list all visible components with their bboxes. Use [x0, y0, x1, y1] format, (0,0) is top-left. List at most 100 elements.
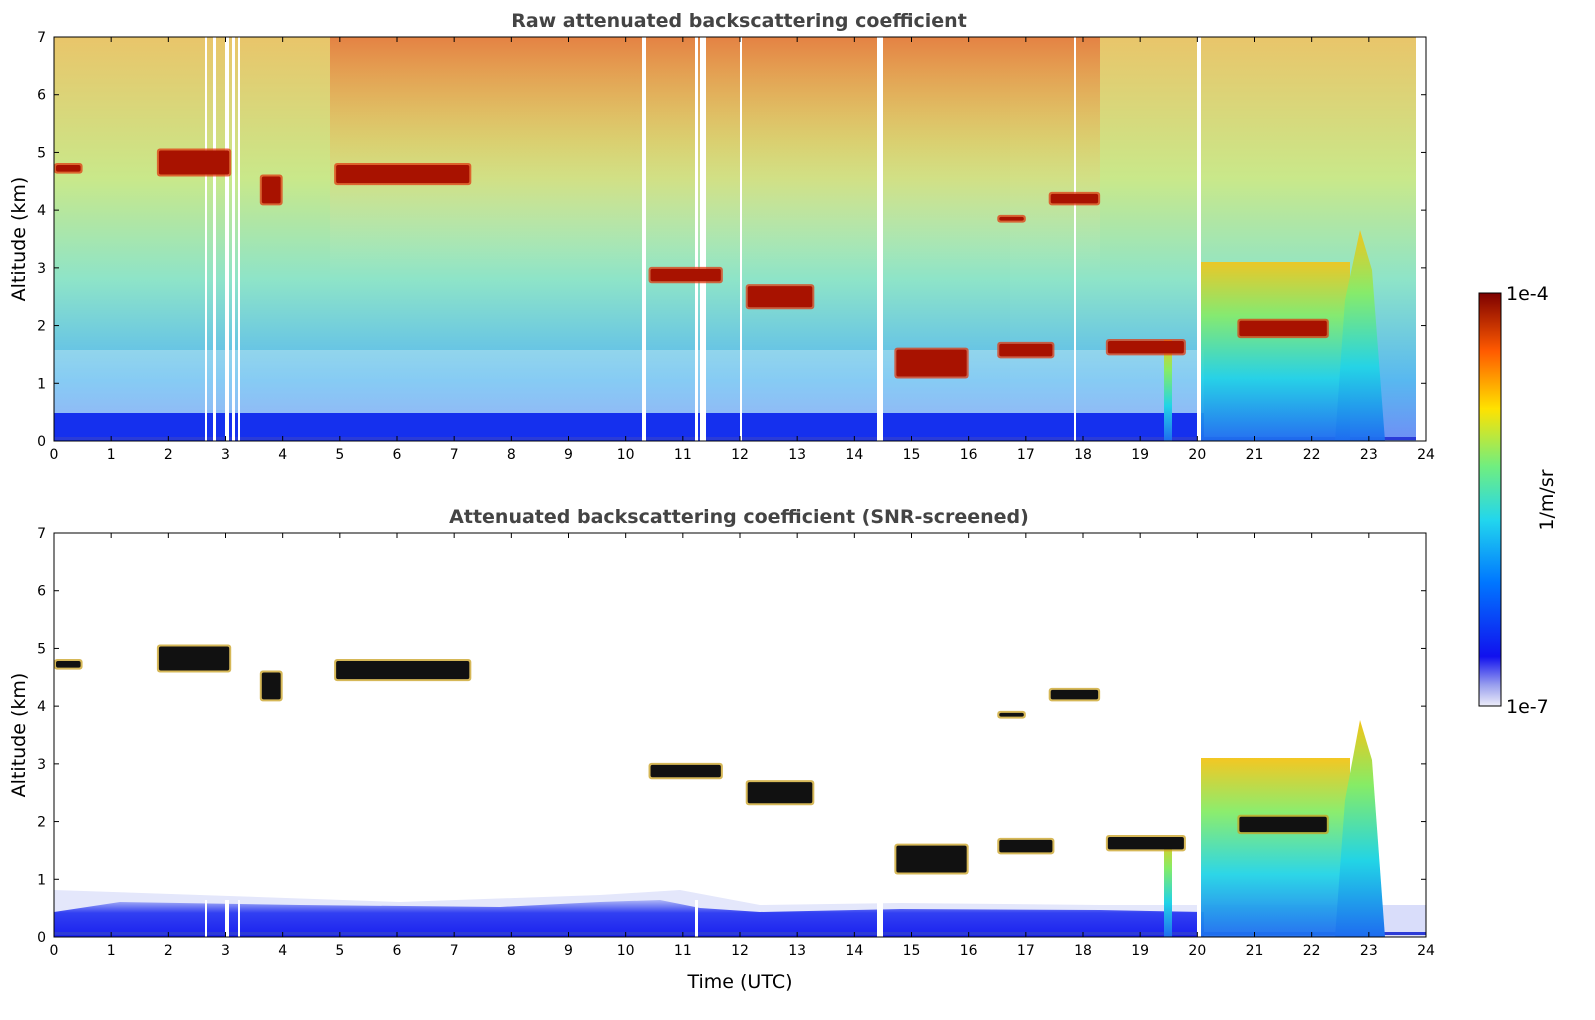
screened-data-gaps: [205, 758, 1201, 937]
screened-y-tick-label: 4: [37, 699, 46, 715]
raw-x-tick-label: 13: [788, 447, 806, 463]
screened-cloud-layer: [1107, 837, 1184, 850]
raw-cloud-layer: [1239, 320, 1327, 337]
screened-x-tick-label: 16: [960, 943, 978, 959]
raw-x-tick-label: 22: [1303, 447, 1321, 463]
screened-x-tick-label: 15: [903, 943, 921, 959]
raw-y-tick-label: 3: [37, 261, 46, 277]
raw-surface-layer: [54, 413, 1204, 441]
screened-cloud-layers: [54, 644, 1329, 875]
screened-x-tick-label: 2: [164, 943, 173, 959]
screened-x-tick-label: 1: [107, 943, 116, 959]
raw-y-axis: 0 1 2 3 4 5 6 7: [37, 30, 1426, 450]
raw-cloud-layer: [158, 150, 230, 175]
raw-cloud-layer: [999, 216, 1024, 221]
screened-cloud-layer: [56, 660, 81, 668]
raw-x-tick-label: 9: [564, 447, 573, 463]
raw-x-tick-label: 10: [617, 447, 635, 463]
raw-x-tick-label: 12: [731, 447, 749, 463]
screened-x-tick-label: 11: [674, 943, 692, 959]
raw-y-tick-label: 2: [37, 319, 46, 335]
raw-x-tick-label: 7: [450, 447, 459, 463]
screened-x-tick-label: 10: [617, 943, 635, 959]
screened-x-tick-label: 12: [731, 943, 749, 959]
screened-x-tick-label: 24: [1417, 943, 1435, 959]
raw-cloud-layers: [54, 148, 1329, 379]
raw-cloud-layer: [1107, 341, 1184, 354]
raw-y-tick-label: 1: [37, 376, 46, 392]
screened-x-tick-label: 9: [564, 943, 573, 959]
screened-y-axis-label: Altitude (km): [8, 673, 30, 798]
raw-x-tick-label: 3: [221, 447, 230, 463]
screened-convective-plumes: [1164, 720, 1385, 937]
raw-x-tick-label: 19: [1131, 447, 1149, 463]
raw-x-tick-label: 20: [1188, 447, 1206, 463]
raw-data-gaps: [205, 37, 1426, 441]
screened-backscatter-panel: Attenuated backscattering coefficient (S…: [8, 506, 1435, 993]
screened-y-tick-label: 5: [37, 641, 46, 657]
raw-x-tick-label: 0: [50, 447, 59, 463]
raw-y-tick-label: 0: [37, 434, 46, 450]
raw-cloud-layer: [56, 164, 81, 172]
raw-convective-plumes: [1164, 230, 1385, 441]
raw-x-tick-label: 23: [1360, 447, 1378, 463]
raw-backscatter-panel: Raw attenuated backscattering coefficien…: [8, 10, 1435, 463]
colorbar-gradient: [1478, 292, 1502, 707]
raw-x-tick-label: 17: [1017, 447, 1035, 463]
screened-surface-layer: [54, 900, 1204, 937]
screened-cloud-layer: [650, 764, 721, 778]
raw-cloud-layer: [336, 164, 470, 184]
screened-y-tick-label: 2: [37, 815, 46, 831]
raw-x-tick-label: 8: [507, 447, 516, 463]
raw-y-tick-label: 6: [37, 88, 46, 104]
raw-cloud-layer: [1050, 193, 1099, 204]
screened-cloud-layer: [158, 646, 230, 671]
screened-y-axis: 0 1 2 3 4 5 6 7: [37, 526, 1426, 946]
screened-x-tick-label: 3: [221, 943, 230, 959]
screened-y-tick-label: 6: [37, 584, 46, 600]
raw-y-tick-label: 4: [37, 203, 46, 219]
screened-cloud-layer: [1239, 816, 1327, 833]
screened-x-tick-label: 4: [278, 943, 287, 959]
screened-x-tick-label: 8: [507, 943, 516, 959]
colorbar: 1e-4 1e-7 1/m/sr: [1478, 283, 1558, 718]
raw-cloud-layer: [896, 349, 967, 377]
screened-cloud-layer: [999, 712, 1024, 717]
screened-x-tick-label: 21: [1246, 943, 1264, 959]
raw-y-tick-label: 7: [37, 30, 46, 46]
screened-y-tick-label: 1: [37, 872, 46, 888]
screened-x-tick-label: 20: [1188, 943, 1206, 959]
screened-x-tick-label: 6: [393, 943, 402, 959]
screened-cloud-layer: [336, 660, 470, 680]
screened-x-tick-label: 5: [335, 943, 344, 959]
raw-x-tick-label: 15: [903, 447, 921, 463]
screened-x-tick-label: 14: [845, 943, 863, 959]
screened-x-tick-label: 19: [1131, 943, 1149, 959]
raw-x-tick-label: 11: [674, 447, 692, 463]
screened-x-tick-label: 18: [1074, 943, 1092, 959]
screened-x-tick-label: 17: [1017, 943, 1035, 959]
screened-x-tick-label: 7: [450, 943, 459, 959]
raw-x-tick-label: 1: [107, 447, 116, 463]
screened-cloud-layer: [999, 839, 1053, 853]
raw-x-axis: 0 1 2 3 4 5 6 7 8 9 10 11 12 13 14 15 16 17 18 19 20 21 22 23 24: [50, 37, 1435, 463]
screened-cloud-layer: [261, 672, 281, 700]
raw-y-axis-label: Altitude (km): [8, 177, 30, 302]
screened-x-tick-label: 23: [1360, 943, 1378, 959]
screened-y-tick-label: 0: [37, 930, 46, 946]
screened-cloud-layer: [896, 845, 967, 873]
raw-cloud-layer: [261, 176, 281, 204]
raw-heatmap: [54, 37, 1426, 441]
screened-x-tick-label: 13: [788, 943, 806, 959]
screened-x-tick-label: 0: [50, 943, 59, 959]
screened-x-tick-label: 22: [1303, 943, 1321, 959]
raw-x-tick-label: 4: [278, 447, 287, 463]
screened-y-tick-label: 7: [37, 526, 46, 542]
screened-cloud-layer: [747, 782, 813, 804]
raw-cloud-layer: [999, 343, 1053, 357]
raw-x-tick-label: 6: [393, 447, 402, 463]
screened-panel-title: Attenuated backscattering coefficient (S…: [449, 506, 1029, 528]
screened-x-axis-label: Time (UTC): [686, 971, 792, 993]
raw-x-tick-label: 24: [1417, 447, 1435, 463]
